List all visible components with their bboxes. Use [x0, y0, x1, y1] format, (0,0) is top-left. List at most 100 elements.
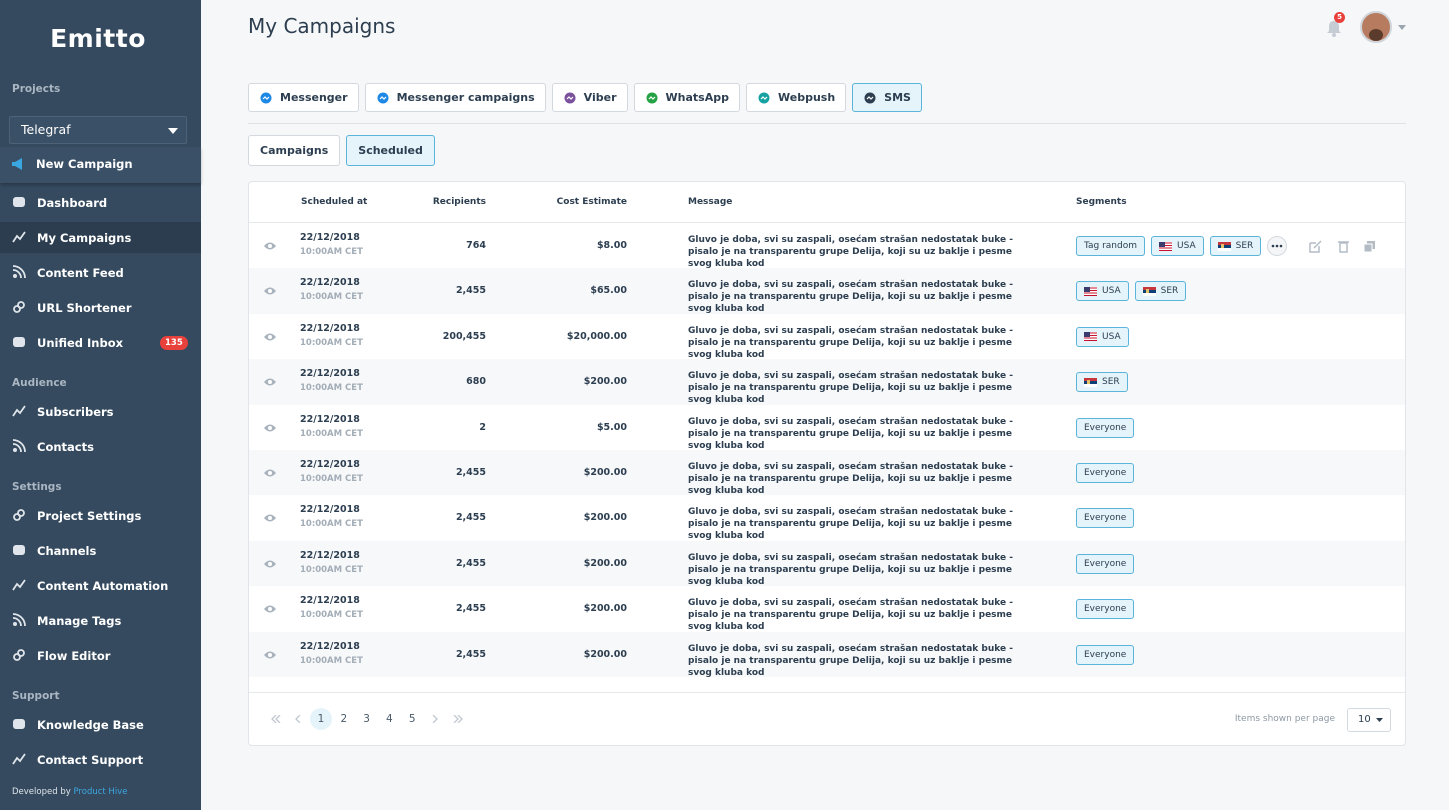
segment-label: Everyone: [1084, 513, 1127, 524]
delete-button[interactable]: [1337, 240, 1350, 253]
view-icon[interactable]: [263, 604, 277, 614]
flag-shape: [1084, 286, 1090, 292]
view-icon-shape: [268, 607, 272, 612]
column-header: Scheduled at: [301, 197, 368, 207]
menu-icon: [12, 439, 26, 453]
last-page[interactable]: [453, 715, 463, 723]
caret: [1376, 718, 1383, 722]
copy-button[interactable]: [1363, 240, 1376, 253]
last-page-shape: [453, 715, 463, 723]
flag-shape: [1084, 380, 1097, 384]
recipients: 2: [479, 421, 486, 433]
page-number[interactable]: 1: [310, 708, 332, 730]
view-icon[interactable]: [263, 286, 277, 296]
menu-item[interactable]: Knowledge Base: [0, 709, 201, 740]
page-number[interactable]: 4: [386, 713, 393, 725]
channel-tab[interactable]: Webpush: [746, 83, 847, 112]
channel-tab[interactable]: Messenger: [248, 83, 359, 112]
channel-tab[interactable]: Viber: [551, 83, 628, 112]
message: Gluvo je doba, svi su zaspali, osećam st…: [688, 416, 1013, 451]
scheduled-date: 22/12/2018: [300, 640, 360, 652]
menu-item[interactable]: Dashboard: [0, 187, 201, 218]
new-campaign[interactable]: New Campaign: [0, 147, 201, 183]
menu-item[interactable]: Project Settings: [0, 500, 201, 531]
menu-item[interactable]: Unified Inbox 135: [0, 327, 201, 358]
channel-tab[interactable]: Messenger campaigns: [364, 83, 546, 112]
more-button-shape: [1275, 244, 1279, 248]
menu-item[interactable]: Contacts: [0, 431, 201, 462]
menu-item[interactable]: Content Feed: [0, 257, 201, 288]
group-title: Settings: [12, 481, 62, 493]
view-icon[interactable]: [263, 468, 277, 478]
view-icon[interactable]: [263, 423, 277, 433]
menu-item[interactable]: Manage Tags: [0, 605, 201, 636]
page-number[interactable]: 2: [340, 713, 348, 725]
megaphone-icon-shape: [12, 158, 22, 170]
menu-icon: [13, 197, 25, 207]
footer-link[interactable]: Product Hive: [73, 787, 128, 797]
view-icon[interactable]: [263, 513, 277, 523]
megaphone-icon: [12, 158, 22, 170]
cost: $200.00: [583, 376, 627, 388]
tab-label: Campaigns: [260, 144, 329, 157]
menu-icon-shape: [13, 337, 25, 347]
channel-tab[interactable]: WhatsApp: [633, 83, 740, 112]
menu-item[interactable]: Channels: [0, 535, 201, 566]
project-select[interactable]: Telegraf: [9, 116, 187, 144]
segment-tag: SER: [1076, 372, 1128, 393]
segments: Everyone: [1076, 417, 1135, 438]
view-icon[interactable]: [263, 377, 277, 387]
view-icon[interactable]: [263, 559, 277, 569]
tab-label: SMS: [884, 91, 911, 104]
menu-item[interactable]: Content Automation: [0, 570, 201, 601]
segments: Everyone: [1076, 644, 1135, 665]
recipients: 2,455: [455, 512, 486, 524]
menu-label: Content Feed: [37, 266, 124, 280]
copy-button-shape: [1363, 243, 1373, 253]
message: Gluvo je doba, svi su zaspali, osećam st…: [688, 280, 1013, 315]
segments: Everyone: [1076, 599, 1135, 620]
channel-tab[interactable]: SMS: [852, 83, 922, 112]
menu-item[interactable]: Contact Support: [0, 744, 201, 775]
sub-tab[interactable]: Campaigns: [248, 135, 341, 166]
first-page[interactable]: [271, 715, 281, 723]
caret-shape: [1376, 718, 1383, 722]
view-icon-shape: [268, 471, 272, 475]
menu-item[interactable]: URL Shortener: [0, 292, 201, 323]
notifications[interactable]: 5: [1324, 12, 1345, 38]
menu-item[interactable]: My Campaigns: [0, 222, 201, 253]
scheduled-time: 10:00AM CET: [300, 564, 363, 575]
recipients: 2,455: [455, 285, 486, 297]
menu-label: Content Automation: [37, 579, 169, 593]
caret: [1398, 25, 1406, 30]
page-number[interactable]: 3: [363, 713, 370, 725]
view-icon[interactable]: [263, 650, 277, 660]
flag: [1084, 286, 1097, 296]
column-header: Cost Estimate: [556, 197, 627, 207]
menu-icon-shape: [13, 274, 17, 278]
sub-tab[interactable]: Scheduled: [346, 135, 435, 166]
view-icon[interactable]: [263, 332, 277, 342]
next-page[interactable]: [431, 715, 441, 723]
channel-icon: [377, 92, 389, 103]
menu-item[interactable]: Flow Editor: [0, 640, 201, 671]
prev-page[interactable]: [294, 715, 304, 723]
channel-icon-shape: [648, 95, 655, 100]
flag-shape: [1145, 288, 1149, 293]
per-page-select[interactable]: 10: [1347, 708, 1391, 732]
tab-label: Webpush: [778, 91, 836, 104]
menu-item[interactable]: Subscribers: [0, 396, 201, 427]
page-number[interactable]: 5: [408, 713, 416, 725]
flag-shape: [1084, 332, 1090, 338]
view-icon[interactable]: [263, 241, 277, 251]
menu-icon: [12, 265, 26, 279]
menu-icon: [12, 579, 26, 591]
group-title: Projects: [12, 83, 61, 95]
menu-icon: [12, 753, 26, 765]
avatar[interactable]: [1360, 11, 1392, 43]
segment-label: USA: [1177, 241, 1196, 251]
more-button[interactable]: [1267, 236, 1288, 256]
edit-button[interactable]: [1309, 240, 1322, 253]
table-row: 22/12/2018 10:00AM CET 200,455 $20,000.00 Gl…: [249, 313, 1405, 360]
segment-label: SER: [1160, 286, 1179, 297]
